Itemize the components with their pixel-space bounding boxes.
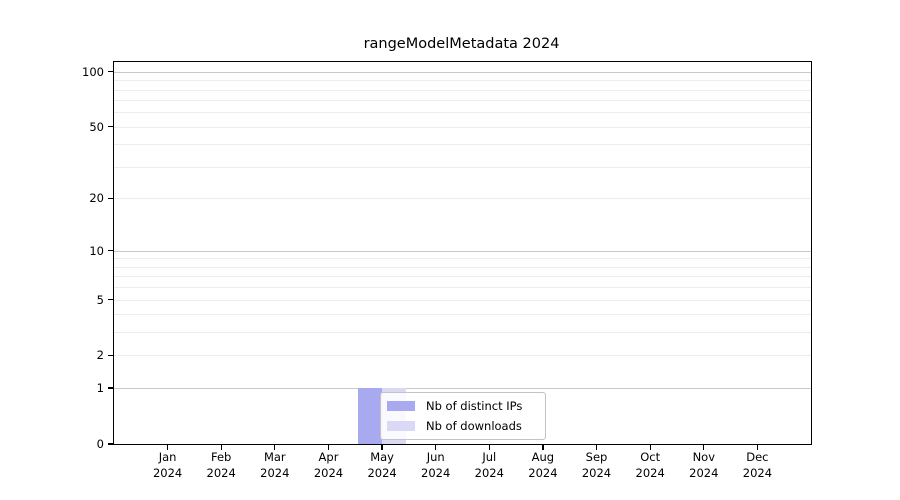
y-tick-mark [108,443,113,445]
x-tick-month: Jun [426,450,445,464]
y-gridline-minor [114,299,811,301]
y-gridline-minor [114,355,811,357]
y-gridline-minor [114,258,811,260]
y-tick-mark [108,126,113,128]
x-tick-mark [381,445,383,450]
legend-label-distinct-ips: Nb of distinct IPs [426,399,523,413]
y-gridline-minor [114,198,811,200]
x-tick-month: Apr [318,450,339,464]
x-tick-year: 2024 [152,465,183,480]
x-axis-tick-label: Dec 2024 [729,450,785,481]
x-tick-month: Sep [585,450,608,464]
x-tick-year: 2024 [742,465,773,480]
legend-swatch-downloads-icon [387,421,415,431]
x-axis-tick-label: May 2024 [354,450,410,481]
x-axis-tick-label: Apr 2024 [301,450,357,481]
y-gridline-major [114,250,811,252]
x-axis-tick-label: Mar 2024 [247,450,303,481]
x-axis-tick-label: Aug 2024 [515,450,571,481]
y-gridline-minor [114,100,811,102]
x-axis-tick-label: Sep 2024 [569,450,625,481]
x-tick-mark [488,445,490,450]
x-axis-tick-label: Oct 2024 [622,450,678,481]
legend-label-downloads: Nb of downloads [426,419,522,433]
y-axis-tick-label: 5 [96,292,104,307]
y-gridline-minor [114,126,811,128]
plot-area [113,61,812,445]
y-tick-mark [108,197,113,200]
y-gridline-minor [114,314,811,316]
x-tick-mark [327,445,330,450]
x-axis-tick-label: Nov 2024 [676,450,732,481]
y-axis-tick-label: 20 [89,191,104,206]
x-tick-mark [703,445,705,450]
y-gridline-minor [114,144,811,146]
y-tick-mark [108,354,113,357]
bar-nb-of-distinct-ips [358,388,383,444]
legend-swatch-distinct-ips-icon [387,401,415,411]
x-tick-year: 2024 [313,465,344,480]
x-tick-month: Nov [692,450,716,464]
x-tick-month: Dec [746,450,769,464]
legend-item-downloads: Nb of downloads [387,419,545,433]
x-tick-mark [542,445,544,450]
legend-item-distinct-ips: Nb of distinct IPs [387,399,545,413]
x-tick-month: May [370,450,394,464]
x-tick-year: 2024 [581,465,612,480]
y-axis-tick-label: 10 [89,243,104,258]
x-tick-mark [756,445,759,450]
legend: Nb of distinct IPs Nb of downloads [380,392,546,440]
y-gridline-minor [114,89,811,91]
x-tick-mark [595,445,598,450]
y-gridline-major [114,71,811,73]
x-tick-year: 2024 [689,465,719,480]
y-gridline-minor [114,167,811,168]
x-tick-month: Jan [158,450,177,464]
x-tick-month: Aug [531,450,555,464]
y-gridline-minor [114,287,811,288]
x-tick-month: Feb [211,450,232,464]
y-tick-mark [108,298,113,301]
y-gridline-minor [114,80,811,82]
x-tick-month: Mar [263,450,286,464]
x-tick-mark [166,445,169,450]
x-tick-mark [274,445,276,450]
x-axis-tick-label: Feb 2024 [193,450,249,481]
y-gridline-minor [114,276,811,278]
y-tick-mark [108,387,113,389]
x-tick-month: Jul [482,450,497,464]
y-gridline-minor [114,266,811,268]
chart-title: rangeModelMetadata 2024 [363,36,560,52]
y-axis-tick-label: 0 [96,437,104,451]
y-axis-tick-label: 100 [82,64,104,79]
x-tick-year: 2024 [528,465,558,480]
x-axis-tick-label: Jun 2024 [408,450,464,481]
y-tick-mark [108,249,113,252]
y-gridline-major [114,388,811,390]
x-tick-year: 2024 [474,465,504,480]
y-gridline-minor [114,112,811,114]
x-axis-tick-label: Jan 2024 [140,450,196,481]
x-tick-year: 2024 [206,465,236,480]
x-tick-mark [220,445,222,450]
x-tick-year: 2024 [260,465,290,480]
x-tick-year: 2024 [367,465,397,480]
y-axis-tick-label: 1 [96,381,104,396]
y-tick-mark [108,71,113,73]
y-gridline-minor [114,332,811,334]
x-axis-tick-label: Jul 2024 [461,450,517,481]
x-tick-year: 2024 [421,465,451,480]
x-tick-month: Oct [640,450,661,464]
x-tick-mark [435,445,437,450]
x-tick-mark [649,445,651,450]
x-tick-year: 2024 [635,465,665,480]
y-axis-tick-label: 50 [89,119,104,134]
y-axis-tick-label: 2 [96,348,104,363]
